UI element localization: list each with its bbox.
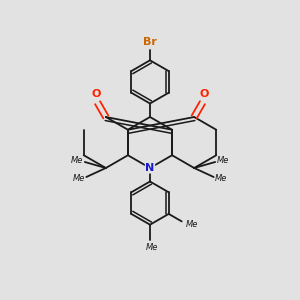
Text: Me: Me <box>215 174 227 183</box>
Text: O: O <box>92 89 101 99</box>
Text: Me: Me <box>73 174 85 183</box>
Text: Me: Me <box>185 220 198 229</box>
Text: Br: Br <box>143 37 157 47</box>
Text: N: N <box>146 163 154 173</box>
Text: Me: Me <box>217 156 229 165</box>
Text: Me: Me <box>71 156 83 165</box>
Text: O: O <box>199 89 208 99</box>
Text: Me: Me <box>145 243 158 252</box>
